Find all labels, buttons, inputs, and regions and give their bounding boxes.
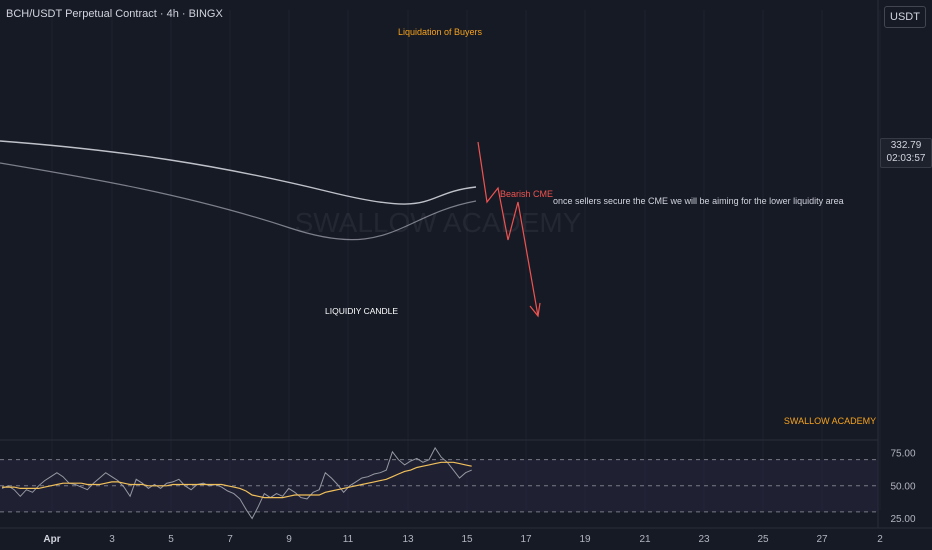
- time-tick-label: 2: [877, 534, 883, 545]
- time-tick-label: Apr: [43, 534, 60, 545]
- time-tick-label: 3: [109, 534, 115, 545]
- projection-path: [477, 141, 539, 317]
- grid: [0, 0, 932, 529]
- time-tick-label: 17: [520, 534, 532, 545]
- time-axis: Apr 3 5 7 9 11 13 15 17 19 21 23 25 27 2: [43, 534, 883, 545]
- bearish-cme-label: Bearish CME: [500, 189, 553, 199]
- comment-label: once sellers secure the CME we will be a…: [553, 196, 844, 206]
- liquidity-candle-label: LIQUIDIY CANDLE: [325, 306, 398, 316]
- time-tick-label: 9: [286, 534, 292, 545]
- time-tick-label: 13: [402, 534, 414, 545]
- rsi-panel: [0, 459, 878, 513]
- time-tick-label: 15: [461, 534, 473, 545]
- annotations: [477, 141, 541, 318]
- time-tick-label: 21: [639, 534, 651, 545]
- time-tick-label: 27: [816, 534, 828, 545]
- ma-long-line: [0, 140, 477, 205]
- currency-button[interactable]: USDT: [884, 6, 926, 28]
- time-tick-label: 11: [343, 534, 354, 545]
- rsi-tick-label: 75.00: [890, 449, 915, 460]
- projection-arrowhead: [529, 302, 541, 318]
- rsi-tick-label: 25.00: [890, 514, 915, 525]
- chart-title: BCH/USDT Perpetual Contract · 4h · BINGX: [6, 8, 223, 20]
- time-tick-label: 19: [579, 534, 591, 545]
- time-tick-label: 25: [757, 534, 769, 545]
- rsi-tick-label: 50.00: [890, 481, 915, 492]
- rsi-line: [1, 446, 472, 520]
- candle-countdown: 02:03:57: [886, 153, 926, 164]
- last-price: 332.79: [890, 140, 922, 151]
- time-tick-label: 7: [227, 534, 233, 545]
- rsi-ma-line: [2, 461, 472, 499]
- liquidation-label: Liquidation of Buyers: [398, 27, 483, 37]
- brand-label: SWALLOW ACADEMY: [784, 416, 876, 426]
- price-axis: 370.00350.00310.00300.00288.00276.00266.…: [890, 449, 915, 525]
- ma-mid-line: [0, 162, 477, 241]
- moving-averages: [0, 140, 477, 241]
- time-tick-label: 5: [168, 534, 174, 545]
- last-price-tag: 332.79 02:03:57: [880, 138, 932, 168]
- rsi-lines: [1, 446, 472, 520]
- time-tick-label: 23: [698, 534, 710, 545]
